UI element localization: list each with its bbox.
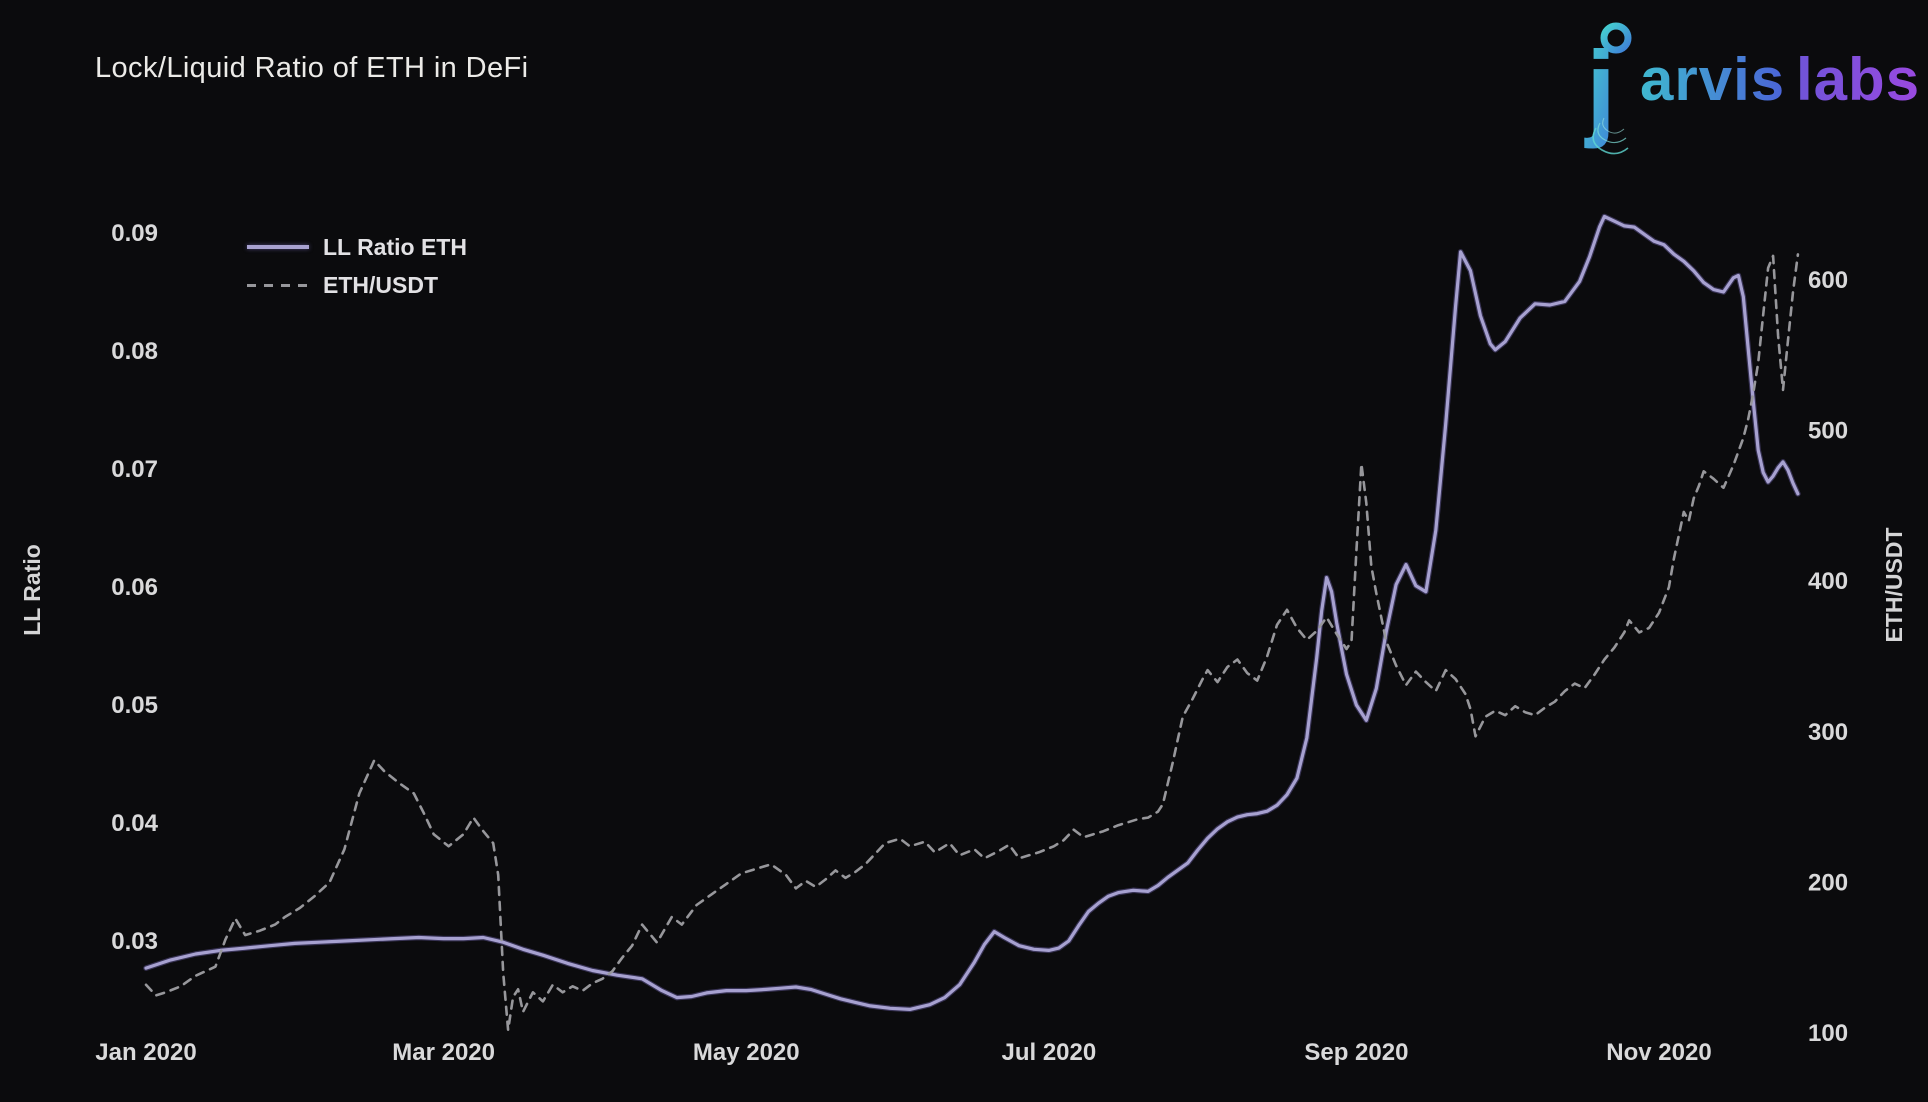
legend-label: ETH/USDT [323,271,438,298]
y-tick-label-left: 0.09 [111,220,158,247]
y-tick-label-left: 0.05 [111,692,158,719]
right-axis-title: ETH/USDT [1881,528,1907,643]
x-tick-label: Sep 2020 [1304,1039,1408,1066]
y-tick-label-left: 0.06 [111,574,158,601]
legend-item-ll-ratio: LL Ratio ETH [247,228,467,266]
chart-title: Lock/Liquid Ratio of ETH in DeFi [95,52,529,84]
x-tick-label: May 2020 [693,1039,800,1066]
x-tick-label: Nov 2020 [1606,1039,1711,1066]
logo-word-labs: labs [1796,46,1918,113]
y-tick-label-right: 400 [1808,568,1848,595]
y-tick-label-right: 100 [1808,1020,1848,1047]
legend-item-eth-usdt: ETH/USDT [247,266,467,304]
logo-word-arvis: arvis [1640,46,1785,113]
y-tick-label-left: 0.03 [111,928,158,955]
legend-line-sample-dashed [247,283,309,287]
series-line-ll-ratio [144,214,1800,1011]
legend-line-sample-solid [247,245,309,249]
x-tick-label: Mar 2020 [392,1039,495,1066]
y-tick-label-left: 0.07 [111,456,158,483]
y-tick-label-right: 200 [1808,869,1848,896]
jarvis-labs-logo: j arvis labs [1584,22,1918,155]
logo-j-mark: j [1584,22,1632,155]
logo-j-letter: j [1584,28,1616,149]
chart-legend: LL Ratio ETH ETH/USDT [247,228,467,304]
series-line-eth-usdt [144,253,1800,1032]
y-tick-label-left: 0.04 [111,810,158,837]
legend-label: LL Ratio ETH [323,233,467,260]
y-tick-label-right: 600 [1808,267,1848,294]
series-line-ll-ratio-glow [143,213,1801,1013]
y-tick-label-left: 0.08 [111,338,158,365]
y-tick-label-right: 300 [1808,719,1848,746]
y-tick-label-right: 500 [1808,418,1848,445]
logo-j-dot-ring [1600,22,1632,54]
x-tick-label: Jan 2020 [95,1039,196,1066]
x-tick-label: Jul 2020 [1001,1039,1096,1066]
left-axis-title: LL Ratio [19,544,45,636]
